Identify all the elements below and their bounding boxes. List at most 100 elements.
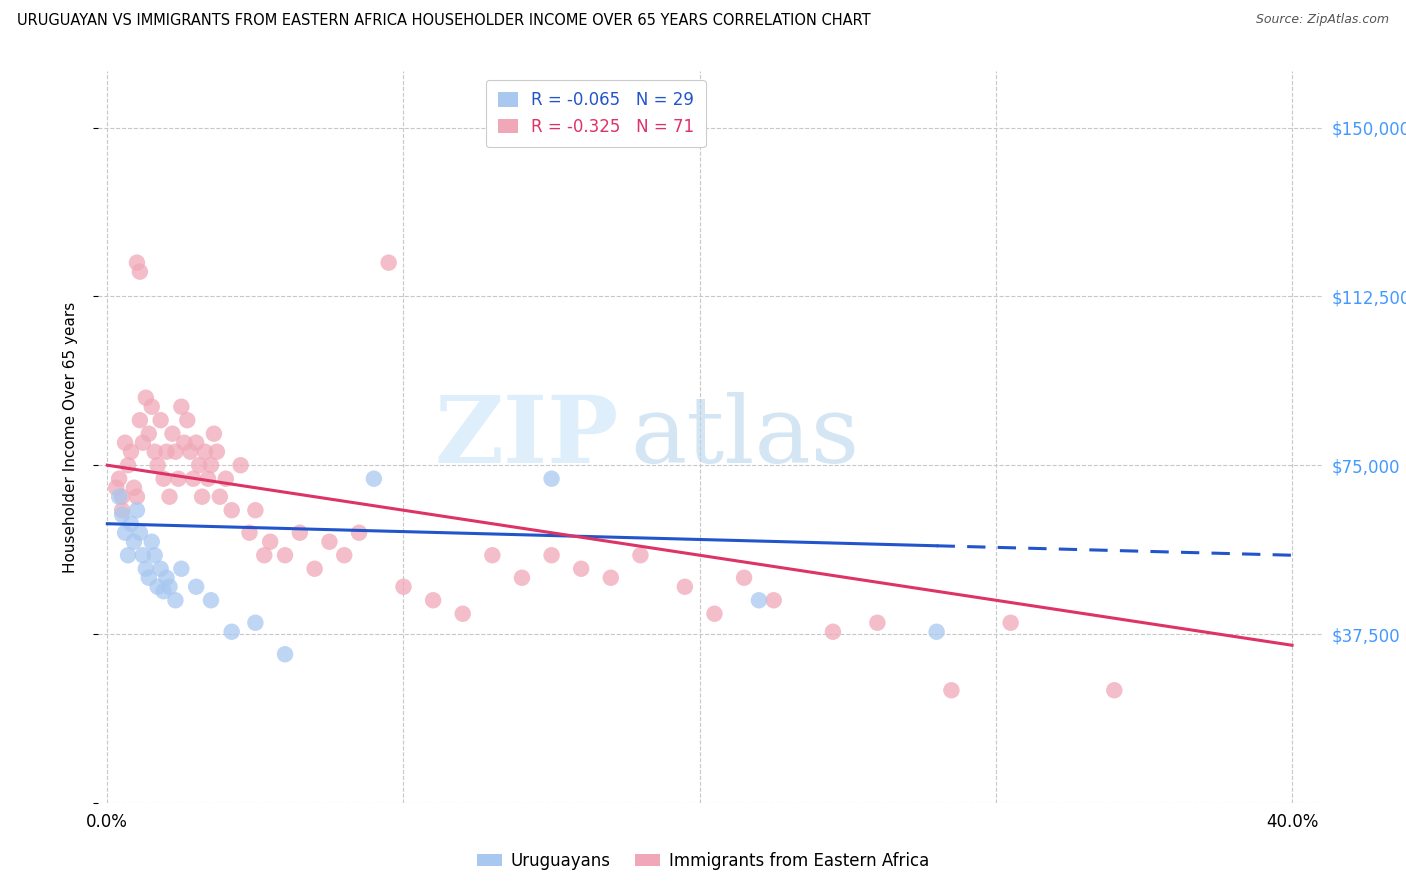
Point [941, 683, 963, 698]
Y-axis label: Householder Income Over 65 years: Householder Income Over 65 years [63, 301, 77, 573]
Legend: R = -0.065   N = 29, R = -0.325   N = 71: R = -0.065 N = 29, R = -0.325 N = 71 [486, 79, 706, 147]
Point [149, 562, 172, 576]
Text: ZIP: ZIP [434, 392, 619, 482]
Point [111, 503, 134, 517]
Point [162, 426, 184, 441]
Point [120, 444, 142, 458]
Point [170, 400, 193, 414]
Point [377, 255, 399, 269]
Point [114, 435, 136, 450]
Point [197, 472, 219, 486]
Point [191, 490, 214, 504]
Point [333, 548, 356, 562]
Point [117, 548, 139, 562]
Point [155, 444, 177, 458]
Point [540, 472, 562, 486]
Point [304, 562, 326, 576]
Point [673, 580, 696, 594]
Point [229, 458, 252, 473]
Point [132, 435, 155, 450]
Point [245, 503, 267, 517]
Point [176, 413, 198, 427]
Point [205, 444, 228, 458]
Point [135, 562, 157, 576]
Point [141, 400, 163, 414]
Point [132, 548, 155, 562]
Text: URUGUAYAN VS IMMIGRANTS FROM EASTERN AFRICA HOUSEHOLDER INCOME OVER 65 YEARS COR: URUGUAYAN VS IMMIGRANTS FROM EASTERN AFR… [17, 13, 870, 29]
Point [274, 647, 297, 661]
Point [122, 481, 145, 495]
Point [186, 435, 208, 450]
Point [135, 391, 157, 405]
Point [138, 426, 160, 441]
Point [347, 525, 370, 540]
Point [167, 472, 190, 486]
Point [733, 571, 755, 585]
Point [179, 444, 201, 458]
Point [165, 593, 187, 607]
Point [221, 624, 243, 639]
Point [259, 534, 281, 549]
Point [117, 458, 139, 473]
Point [599, 571, 621, 585]
Point [125, 255, 148, 269]
Point [159, 580, 181, 594]
Point [215, 472, 238, 486]
Point [149, 413, 172, 427]
Point [510, 571, 533, 585]
Point [221, 503, 243, 517]
Point [125, 503, 148, 517]
Point [152, 472, 174, 486]
Point [125, 490, 148, 504]
Point [821, 624, 844, 639]
Point [253, 548, 276, 562]
Point [105, 481, 128, 495]
Point [120, 516, 142, 531]
Point [318, 534, 340, 549]
Point [146, 458, 169, 473]
Point [194, 444, 217, 458]
Point [569, 562, 592, 576]
Text: atlas: atlas [630, 392, 860, 482]
Point [363, 472, 385, 486]
Point [274, 548, 297, 562]
Point [108, 490, 131, 504]
Point [108, 472, 131, 486]
Point [748, 593, 770, 607]
Point [200, 458, 222, 473]
Point [111, 508, 134, 522]
Point [1000, 615, 1022, 630]
Point [628, 548, 651, 562]
Point [186, 580, 208, 594]
Point [202, 426, 225, 441]
Point [143, 444, 166, 458]
Legend: Uruguayans, Immigrants from Eastern Africa: Uruguayans, Immigrants from Eastern Afri… [471, 846, 935, 877]
Text: Source: ZipAtlas.com: Source: ZipAtlas.com [1256, 13, 1389, 27]
Point [128, 413, 150, 427]
Point [188, 458, 211, 473]
Point [481, 548, 503, 562]
Point [114, 525, 136, 540]
Point [165, 444, 187, 458]
Point [762, 593, 785, 607]
Point [128, 525, 150, 540]
Point [173, 435, 195, 450]
Point [152, 584, 174, 599]
Point [866, 615, 889, 630]
Point [146, 580, 169, 594]
Point [238, 525, 260, 540]
Point [200, 593, 222, 607]
Point [451, 607, 474, 621]
Point [138, 571, 160, 585]
Point [288, 525, 311, 540]
Point [181, 472, 204, 486]
Point [925, 624, 948, 639]
Point [540, 548, 562, 562]
Point [122, 534, 145, 549]
Point [141, 534, 163, 549]
Point [208, 490, 231, 504]
Point [392, 580, 415, 594]
Point [422, 593, 444, 607]
Point [703, 607, 725, 621]
Point [111, 490, 134, 504]
